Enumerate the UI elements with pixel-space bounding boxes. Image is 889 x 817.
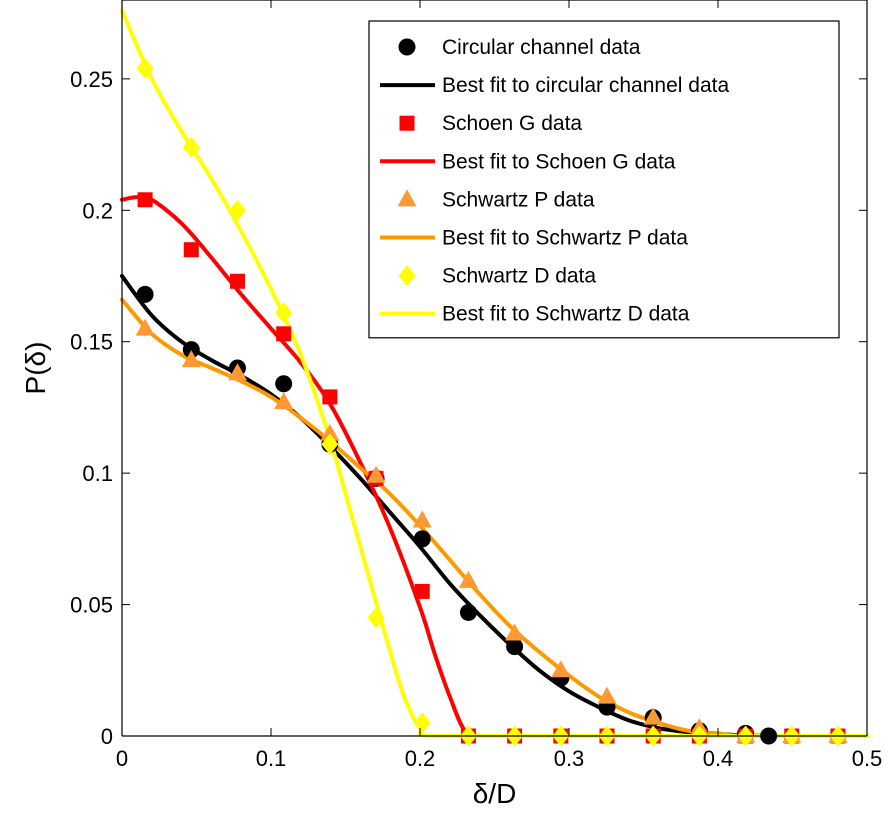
- data-point-schoen-g-data: [276, 326, 292, 342]
- data-point-schwartz-d-data: [367, 607, 385, 629]
- legend-swatch-marker: [398, 265, 416, 287]
- data-point-circular-channel-data: [182, 341, 200, 359]
- data-point-schwartz-d-data: [136, 57, 154, 79]
- data-point-circular-channel-data: [275, 375, 293, 393]
- x-axis-title: δ/D: [473, 778, 517, 809]
- data-point-schoen-g-data: [229, 273, 245, 289]
- data-point-schwartz-p-data: [505, 623, 525, 641]
- data-point-schwartz-d-data: [182, 136, 200, 158]
- legend-swatch-marker: [398, 38, 416, 56]
- data-point-schwartz-d-data: [413, 712, 431, 734]
- data-point-schoen-g-data: [322, 389, 338, 405]
- legend-swatch-marker: [399, 115, 415, 131]
- x-tick-label: 0.1: [256, 746, 287, 771]
- x-tick-label: 0.4: [703, 746, 734, 771]
- data-point-schoen-g-data: [183, 242, 199, 258]
- data-point-circular-channel-data: [136, 285, 154, 303]
- legend-label: Schwartz D data: [442, 265, 596, 288]
- x-tick-label: 0.2: [405, 746, 436, 771]
- series-line-best-fit-to-circular-channel-data: [120, 274, 780, 738]
- x-tick-label: 0: [116, 746, 128, 771]
- legend-label: Best fit to circular channel data: [442, 74, 729, 97]
- data-point-schwartz-p-data: [366, 465, 386, 483]
- y-tick-label: 0.1: [82, 461, 113, 486]
- legend-swatch-marker: [397, 189, 417, 207]
- data-point-schwartz-d-data: [228, 199, 246, 221]
- y-tick-label: 0.15: [70, 330, 113, 355]
- data-point-schwartz-d-data: [321, 433, 339, 455]
- axes: 0 0.1 0.2 0.3 0.4 0.5 0 0.05 0.1 0.15 0.2 0.25: [70, 0, 882, 771]
- legend-label: Schwartz P data: [442, 188, 595, 211]
- legend-item-schwartz-d-data: Schwartz D data: [398, 265, 596, 288]
- legend-item-schoen-g-data: Schoen G data: [399, 112, 582, 135]
- y-axis-title: P(δ): [20, 342, 51, 395]
- data-point-circular-channel-data: [506, 638, 524, 656]
- y-tick-label: 0.2: [82, 198, 113, 223]
- data-point-schwartz-p-data: [551, 660, 571, 678]
- data-point-schwartz-p-data: [135, 318, 155, 336]
- data-point-schoen-g-data: [137, 192, 153, 208]
- data-point-schwartz-p-data: [227, 363, 247, 381]
- legend-item-circular-channel-data: Circular channel data: [398, 36, 641, 59]
- data-point-schwartz-p-data: [320, 423, 340, 441]
- legend-label: Best fit to Schwartz D data: [442, 303, 690, 326]
- x-tick-label: 0.5: [852, 746, 883, 771]
- legend-label: Best fit to Schwartz P data: [442, 227, 688, 250]
- series-markers-circular-channel-data: [136, 285, 778, 745]
- legend-label: Circular channel data: [442, 36, 641, 59]
- y-tick-label: 0.25: [70, 67, 113, 92]
- legend: Circular channel data Best fit to circula…: [368, 20, 840, 339]
- legend-item-best-fit-to-schoen-g-data: Best fit to Schoen G data: [380, 150, 676, 173]
- legend-item-best-fit-to-circular-channel-data: Best fit to circular channel data: [380, 74, 729, 97]
- y-tick-label: 0: [101, 724, 113, 749]
- data-point-schwartz-p-data: [458, 570, 478, 588]
- data-point-schwartz-p-data: [643, 707, 663, 725]
- data-point-schwartz-p-data: [597, 686, 617, 704]
- data-point-schwartz-p-data: [412, 510, 432, 528]
- legend-label: Schoen G data: [442, 112, 582, 135]
- legend-label: Best fit to Schoen G data: [442, 150, 676, 173]
- data-point-schwartz-p-data: [274, 392, 294, 410]
- legend-item-best-fit-to-schwartz-p-data: Best fit to Schwartz P data: [380, 227, 688, 250]
- legend-item-best-fit-to-schwartz-d-data: Best fit to Schwartz D data: [380, 303, 690, 326]
- y-tick-label: 0.05: [70, 593, 113, 618]
- data-point-schoen-g-data: [414, 583, 430, 599]
- x-tick-label: 0.3: [554, 746, 585, 771]
- data-point-circular-channel-data: [413, 530, 431, 548]
- data-point-circular-channel-data: [459, 603, 477, 621]
- data-point-schwartz-p-data: [181, 350, 201, 368]
- legend-box: [368, 20, 840, 339]
- data-point-schwartz-d-data: [275, 302, 293, 324]
- legend-item-schwartz-p-data: Schwartz P data: [397, 188, 595, 211]
